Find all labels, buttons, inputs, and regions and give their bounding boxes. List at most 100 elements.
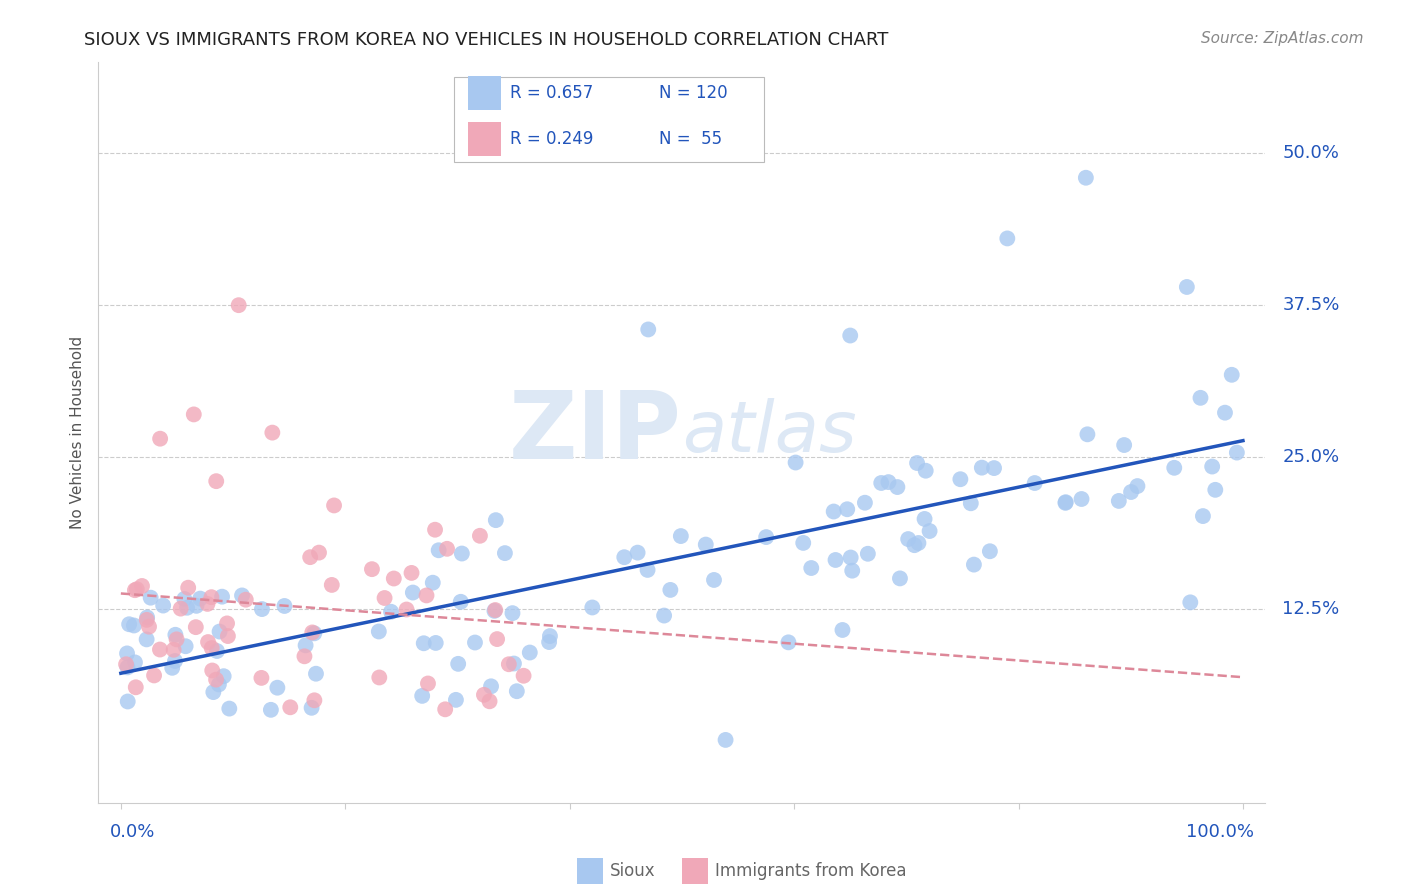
Point bbox=[637, 563, 659, 577]
Point bbox=[174, 639, 197, 653]
Point bbox=[501, 606, 523, 620]
Point bbox=[979, 544, 1001, 558]
Point bbox=[173, 591, 195, 606]
Point bbox=[118, 617, 141, 632]
Point bbox=[494, 546, 516, 560]
Point bbox=[117, 660, 139, 674]
Point bbox=[411, 689, 433, 703]
Point bbox=[870, 475, 893, 490]
Point bbox=[368, 670, 391, 684]
Point bbox=[478, 694, 501, 708]
Point bbox=[374, 591, 396, 605]
Point bbox=[423, 523, 446, 537]
Point bbox=[669, 529, 692, 543]
Point bbox=[367, 624, 389, 639]
Point bbox=[472, 688, 495, 702]
Point bbox=[485, 513, 508, 527]
Point bbox=[415, 589, 437, 603]
Point bbox=[778, 635, 800, 649]
Point bbox=[1163, 460, 1185, 475]
Text: N = 120: N = 120 bbox=[658, 84, 727, 102]
Point bbox=[135, 613, 157, 627]
Point bbox=[853, 496, 876, 510]
Point bbox=[889, 571, 911, 585]
Point bbox=[188, 591, 211, 606]
Point bbox=[903, 538, 925, 552]
Point bbox=[983, 461, 1005, 475]
Point bbox=[800, 561, 823, 575]
Y-axis label: No Vehicles in Household: No Vehicles in Household bbox=[70, 336, 86, 529]
Point bbox=[468, 529, 491, 543]
Point bbox=[211, 590, 233, 604]
Point bbox=[201, 641, 224, 656]
Point bbox=[412, 636, 434, 650]
Point bbox=[183, 408, 205, 422]
Point bbox=[294, 638, 316, 652]
Point bbox=[260, 703, 283, 717]
Point bbox=[231, 589, 253, 603]
Point bbox=[117, 694, 139, 708]
Point bbox=[176, 600, 198, 615]
Point bbox=[914, 512, 936, 526]
Point bbox=[856, 547, 879, 561]
Point bbox=[165, 628, 187, 642]
Point bbox=[1114, 438, 1136, 452]
Point bbox=[124, 583, 146, 598]
Point bbox=[218, 701, 240, 715]
Point bbox=[436, 541, 458, 556]
Point bbox=[503, 657, 526, 671]
Text: 50.0%: 50.0% bbox=[1282, 145, 1339, 162]
Point bbox=[380, 605, 402, 619]
Point bbox=[785, 456, 807, 470]
Point bbox=[152, 599, 174, 613]
Point bbox=[450, 547, 472, 561]
Point bbox=[897, 532, 920, 546]
Point bbox=[160, 661, 183, 675]
Point bbox=[235, 592, 257, 607]
Point bbox=[959, 496, 981, 510]
Point bbox=[184, 620, 207, 634]
Point bbox=[217, 629, 239, 643]
Point bbox=[637, 322, 659, 336]
Point bbox=[464, 635, 486, 649]
Point bbox=[361, 562, 384, 576]
Point bbox=[479, 679, 502, 693]
FancyBboxPatch shape bbox=[682, 858, 707, 884]
Point bbox=[299, 550, 322, 565]
Point bbox=[205, 474, 228, 488]
Point bbox=[305, 666, 328, 681]
Point bbox=[824, 553, 846, 567]
Point bbox=[837, 502, 859, 516]
Point bbox=[907, 536, 929, 550]
Text: 12.5%: 12.5% bbox=[1282, 599, 1340, 617]
Point bbox=[498, 657, 520, 672]
Point bbox=[266, 681, 288, 695]
Point bbox=[914, 464, 936, 478]
Point bbox=[886, 480, 908, 494]
Text: R = 0.657: R = 0.657 bbox=[510, 84, 593, 102]
Point bbox=[186, 599, 208, 613]
Point bbox=[538, 635, 561, 649]
Point bbox=[1070, 491, 1092, 506]
Point bbox=[262, 425, 284, 440]
Point bbox=[1054, 495, 1077, 509]
Point bbox=[970, 460, 993, 475]
Point bbox=[831, 623, 853, 637]
Point bbox=[115, 657, 138, 672]
Text: N =  55: N = 55 bbox=[658, 130, 721, 148]
Point bbox=[422, 575, 444, 590]
Point bbox=[135, 632, 157, 647]
Point bbox=[208, 677, 231, 691]
Point bbox=[1074, 170, 1097, 185]
Point bbox=[792, 536, 814, 550]
Text: 25.0%: 25.0% bbox=[1282, 448, 1340, 466]
Point bbox=[626, 546, 648, 560]
Point bbox=[304, 693, 326, 707]
Point bbox=[401, 566, 423, 580]
Point bbox=[125, 582, 148, 597]
Point bbox=[115, 647, 138, 661]
Point bbox=[124, 656, 146, 670]
Text: R = 0.249: R = 0.249 bbox=[510, 130, 593, 148]
Point bbox=[995, 231, 1018, 245]
Point bbox=[659, 582, 682, 597]
